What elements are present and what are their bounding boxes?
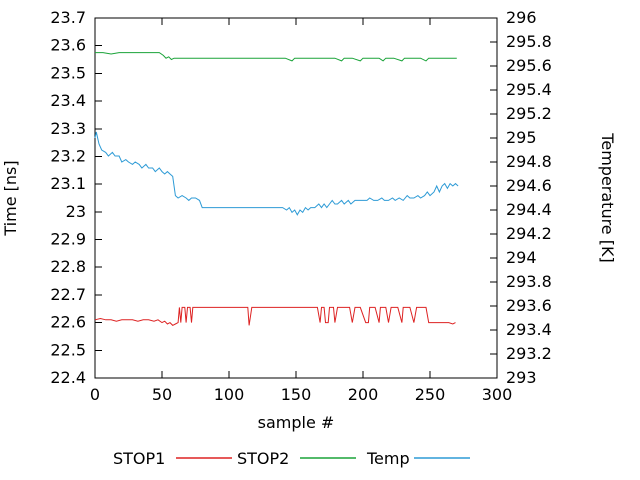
left-tick-label: 23.2 xyxy=(50,146,86,165)
left-axis-title: Time [ns] xyxy=(1,160,20,236)
left-tick-label: 23.5 xyxy=(50,63,86,82)
right-tick-label: 295.2 xyxy=(506,104,552,123)
right-tick-label: 295.8 xyxy=(506,32,552,51)
series-line-stop2 xyxy=(95,52,457,62)
plot-area: 0 50 100 150 200 250 300 22.4 22.5 22.6 22.7 22.8 22… xyxy=(50,8,551,404)
left-tick-label: 23.4 xyxy=(50,91,86,110)
right-tick-label: 293.4 xyxy=(506,320,552,339)
right-tick-label: 295.6 xyxy=(506,56,552,75)
legend-label-temp: Temp xyxy=(366,449,410,468)
right-tick-label: 293.2 xyxy=(506,344,552,363)
x-tick-label: 100 xyxy=(214,385,245,404)
left-tick-label: 23.1 xyxy=(50,174,86,193)
right-tick-label: 295.4 xyxy=(506,80,552,99)
series-line-temp xyxy=(94,131,459,216)
right-tick-label: 293 xyxy=(506,368,537,387)
right-tick-label: 295 xyxy=(506,128,537,147)
x-tick-label: 250 xyxy=(415,385,446,404)
x-tick-label: 300 xyxy=(482,385,513,404)
left-tick-label: 22.6 xyxy=(50,313,86,332)
right-tick-label: 294.6 xyxy=(506,176,552,195)
legend-label-stop2: STOP2 xyxy=(237,449,289,468)
left-tick-label: 23 xyxy=(66,202,86,221)
left-tick-label: 23.6 xyxy=(50,36,86,55)
x-tick-label: 200 xyxy=(348,385,379,404)
right-axis-title: Temperature [K] xyxy=(598,132,617,262)
x-tick-label: 0 xyxy=(90,385,100,404)
left-tick-label: 22.9 xyxy=(50,230,86,249)
legend: STOP1 STOP2 Temp xyxy=(113,449,470,468)
x-tick-label: 150 xyxy=(281,385,312,404)
left-tick-label: 23.7 xyxy=(50,8,86,27)
x-tick-label: 50 xyxy=(152,385,172,404)
right-tick-label: 294.4 xyxy=(506,200,552,219)
right-tick-label: 294 xyxy=(506,248,537,267)
right-tick-label: 293.8 xyxy=(506,272,552,291)
left-tick-label: 22.7 xyxy=(50,285,86,304)
right-tick-label: 293.6 xyxy=(506,296,552,315)
right-tick-label: 294.2 xyxy=(506,224,552,243)
legend-label-stop1: STOP1 xyxy=(113,449,165,468)
series-line-stop1 xyxy=(94,306,456,327)
left-tick-label: 23.3 xyxy=(50,119,86,138)
left-tick-label: 22.5 xyxy=(50,340,86,359)
left-tick-label: 22.8 xyxy=(50,257,86,276)
right-tick-label: 296 xyxy=(506,8,537,27)
left-tick-label: 22.4 xyxy=(50,368,86,387)
right-tick-label: 294.8 xyxy=(506,152,552,171)
x-axis-title: sample # xyxy=(258,413,335,432)
